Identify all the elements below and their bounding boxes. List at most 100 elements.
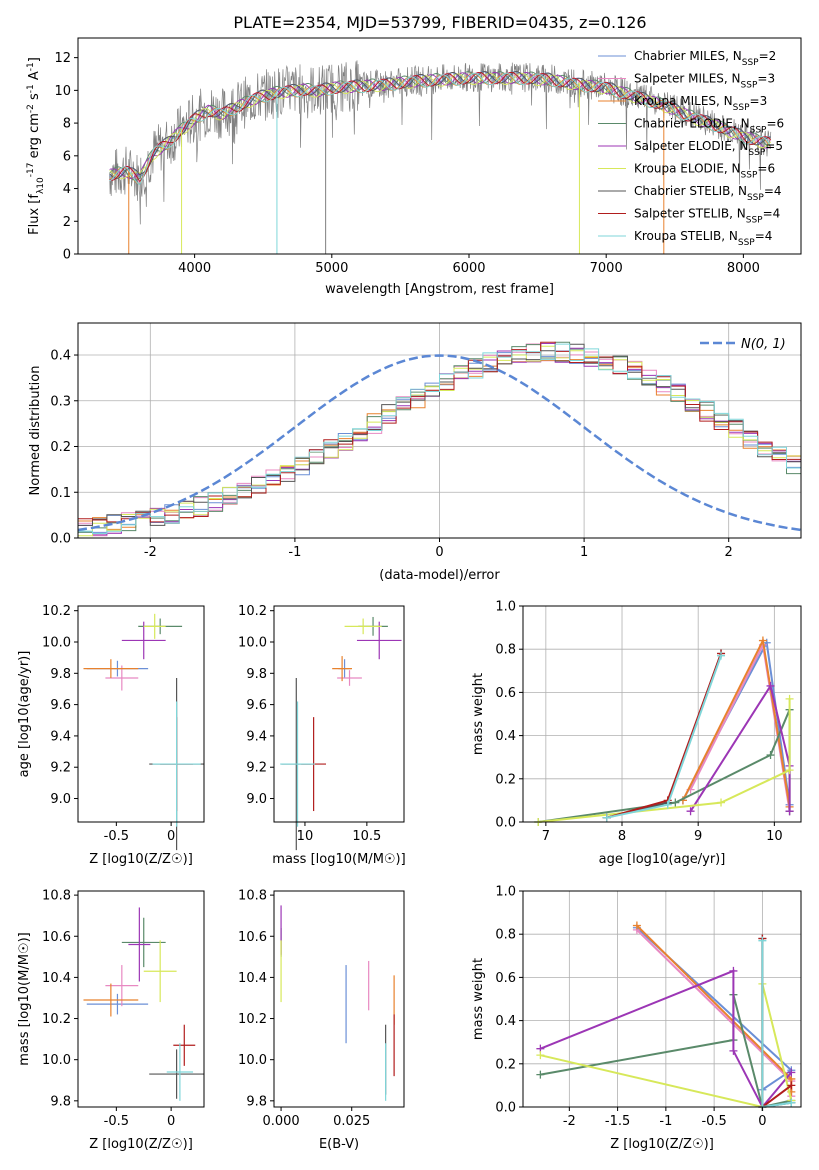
y-tick-label: 12 bbox=[54, 51, 71, 66]
error-bar bbox=[143, 613, 166, 639]
weight-marker bbox=[758, 636, 767, 645]
axes-frame bbox=[273, 890, 405, 1108]
y-tick-label: 9.6 bbox=[50, 698, 71, 713]
y-axis-label: mass weight bbox=[471, 958, 486, 1040]
label-part: Chabrier ELODIE, N bbox=[634, 117, 750, 131]
label-part: Chabrier STELIB, N bbox=[634, 184, 747, 198]
x-tick-label: -1.5 bbox=[605, 1114, 630, 1129]
label-part: wavelength [Angstrom, rest frame] bbox=[325, 282, 554, 297]
y-tick-label: 9.4 bbox=[246, 729, 267, 744]
weight-line bbox=[682, 639, 791, 805]
y-tick-label: 0.0 bbox=[495, 816, 516, 831]
weight-marker bbox=[785, 807, 794, 816]
label-part: -2 bbox=[26, 104, 36, 113]
x-tick-label: 7000 bbox=[590, 261, 623, 276]
label-part: Flux [f bbox=[27, 194, 42, 235]
x-tick-label: 10 bbox=[297, 829, 314, 844]
label-part: Z [log10(Z/Z☉)] bbox=[610, 1137, 714, 1152]
weight-marker bbox=[663, 800, 672, 809]
y-tick-label: 9.4 bbox=[50, 729, 71, 744]
label-part: SSP bbox=[750, 126, 767, 136]
y-tick-label: 9.6 bbox=[246, 698, 267, 713]
x-tick-label: 0 bbox=[435, 545, 443, 560]
y-tick-label: 0.4 bbox=[495, 1014, 516, 1029]
label-part: Kroupa MILES, N bbox=[634, 94, 733, 108]
weight-marker bbox=[787, 1068, 796, 1077]
spectrum-model-line bbox=[109, 71, 772, 183]
weight-line bbox=[689, 683, 791, 812]
weight-marker bbox=[766, 751, 775, 760]
age_vs_mass-panel: 10 10.5 9.0 9.2 9.4 9.6 9.8 10.0 10.2 mass [log10… bbox=[238, 604, 406, 867]
weight-marker bbox=[671, 798, 680, 807]
label-part: =6 bbox=[766, 117, 784, 131]
error-bar bbox=[152, 701, 201, 827]
error-bar bbox=[143, 940, 177, 1003]
x-tick-label: -2 bbox=[144, 545, 157, 560]
label-part: -1 bbox=[26, 84, 36, 93]
y-axis-label: mass weight bbox=[471, 673, 486, 755]
axes-frame bbox=[77, 37, 802, 255]
y-tick-label: 0.1 bbox=[50, 486, 71, 501]
label-part: age [log10(age/yr)] bbox=[17, 651, 32, 778]
error-bar bbox=[332, 656, 352, 682]
label-part: =3 bbox=[757, 72, 775, 86]
x-axis-label: age [log10(age/yr)] bbox=[599, 852, 726, 867]
y-tick-label: 0.6 bbox=[495, 971, 516, 986]
weight-series bbox=[758, 934, 796, 1111]
y-tick-label: 10.8 bbox=[238, 889, 267, 904]
spectrum-model-line bbox=[109, 72, 772, 186]
label-part: age [log10(age/yr)] bbox=[599, 852, 726, 867]
age_vs_Z-panel: -0.5 0 9.0 9.2 9.4 9.6 9.8 10.0 10.2 Z [log10(Z/Z… bbox=[17, 604, 205, 867]
x-tick-label: -1 bbox=[288, 545, 301, 560]
label-part: erg cm bbox=[27, 113, 42, 162]
y-tick-label: 0.2 bbox=[495, 1057, 516, 1072]
x-tick-label: 10 bbox=[766, 829, 783, 844]
y-axis-label: age [log10(age/yr)] bbox=[17, 651, 32, 778]
x-tick-label: -2 bbox=[563, 1114, 576, 1129]
label-part: SSP bbox=[741, 171, 758, 181]
y-tick-label: 9.0 bbox=[50, 792, 71, 807]
error-bar bbox=[121, 917, 166, 968]
legend-entry: N(0, 1) bbox=[741, 337, 786, 352]
y-tick-label: 0.8 bbox=[495, 928, 516, 943]
label-part: mass [log10(M/M☉)] bbox=[272, 852, 405, 867]
label-part: SSP bbox=[746, 216, 763, 226]
spectrum-lines bbox=[109, 60, 772, 254]
x-tick-label: 0 bbox=[758, 1114, 766, 1129]
y-tick-label: 6 bbox=[63, 149, 71, 164]
error-bar bbox=[356, 621, 402, 660]
figure-title: PLATE=2354, MJD=53799, FIBERID=0435, z=0… bbox=[233, 13, 646, 32]
residual-histogram bbox=[78, 343, 801, 534]
x-axis-label: Z [log10(Z/Z☉)] bbox=[89, 852, 193, 867]
error-bar bbox=[337, 670, 362, 686]
legend-entry: Chabrier STELIB, NSSP=4 bbox=[634, 184, 782, 203]
legend-entry: Kroupa STELIB, NSSP=4 bbox=[634, 229, 772, 248]
x-tick-label: 9 bbox=[694, 829, 702, 844]
error-bar bbox=[86, 993, 149, 1015]
weight-marker bbox=[536, 1070, 545, 1079]
y-tick-label: 0.4 bbox=[50, 349, 71, 364]
weight-marker bbox=[717, 798, 726, 807]
y-tick-label: 10.0 bbox=[42, 1053, 71, 1068]
y-tick-label: 8 bbox=[63, 117, 71, 132]
label-part: =4 bbox=[764, 184, 782, 198]
weight-marker bbox=[717, 651, 726, 660]
y-tick-label: 1.0 bbox=[495, 600, 516, 615]
y-tick-label: 10.4 bbox=[42, 971, 71, 986]
weight-marker bbox=[785, 766, 794, 775]
x-axis-label: mass [log10(M/M☉)] bbox=[272, 852, 405, 867]
y-axis-label: Normed distribution bbox=[28, 366, 43, 496]
error-bar bbox=[280, 701, 315, 827]
label-part: =4 bbox=[755, 229, 773, 243]
weight_vs_age-panel: 7 8 9 10 0.0 0.2 0.4 0.6 0.8 1.0 age [log10(age/yr… bbox=[471, 600, 802, 867]
weight-line bbox=[682, 637, 791, 808]
panels: 4000 5000 6000 7000 8000024681012wavelength … bbox=[17, 37, 802, 1152]
weight-marker bbox=[758, 936, 767, 945]
x-tick-label: -1 bbox=[659, 1114, 672, 1129]
x-tick-label: 6000 bbox=[452, 261, 485, 276]
spectrum-panel: 4000 5000 6000 7000 8000 0 2 4 6 8 10 12 wavelength … bbox=[26, 37, 802, 297]
x-tick-label: 2 bbox=[725, 545, 733, 560]
y-tick-label: 9.8 bbox=[50, 1094, 71, 1109]
y-axis-label: mass [log10(M/M☉)] bbox=[17, 932, 32, 1065]
weight-marker bbox=[787, 1081, 796, 1090]
